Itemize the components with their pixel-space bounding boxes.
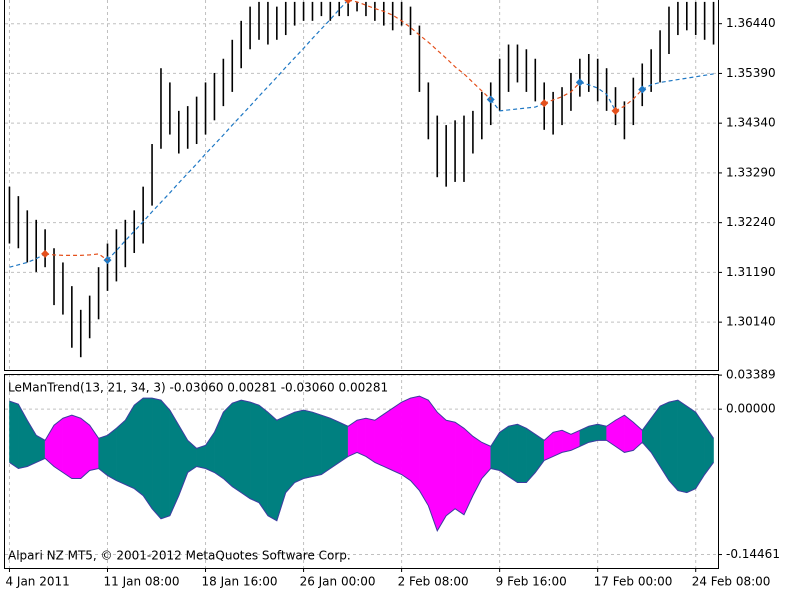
- signal-line: [641, 73, 714, 91]
- band-segment: [677, 399, 688, 493]
- band-segment: [223, 402, 233, 488]
- y-tick-label: 0.03389: [726, 368, 776, 382]
- band-segment: [107, 427, 117, 481]
- band-segment: [312, 411, 322, 477]
- x-tick-label: 24 Feb 08:00: [692, 575, 771, 589]
- y-tick-label: 1.34340: [726, 116, 776, 130]
- band-segment: [383, 407, 393, 471]
- band-segment: [249, 401, 260, 504]
- band-segment: [294, 409, 304, 483]
- band-segment: [80, 417, 90, 480]
- band-segment: [303, 409, 313, 479]
- band-segment: [356, 417, 367, 457]
- x-tick-label: 9 Feb 16:00: [496, 575, 567, 589]
- indicator-title: LeManTrend(13, 21, 34, 3) -0.03060 0.002…: [8, 381, 388, 395]
- band-segment: [437, 411, 447, 532]
- band-segment: [499, 425, 509, 477]
- y-tick-label: 1.36440: [726, 16, 776, 30]
- band-segment: [267, 411, 278, 522]
- signal-line: [579, 81, 617, 112]
- band-segment: [160, 399, 171, 520]
- x-tick-label: 26 Jan 00:00: [300, 575, 376, 589]
- signal-dot: [611, 106, 620, 115]
- band-segment: [62, 414, 73, 480]
- x-tick-label: 17 Feb 00:00: [594, 575, 673, 589]
- signal-line: [45, 253, 108, 261]
- signal-line: [107, 0, 349, 261]
- signal-line: [9, 253, 46, 268]
- signal-line: [615, 89, 643, 112]
- indicator-panel-frame: [4, 374, 719, 569]
- signal-line: [348, 0, 492, 100]
- band-lower-line: [9, 439, 714, 532]
- band-segment: [410, 395, 420, 492]
- band-segment: [116, 419, 126, 485]
- signal-line: [490, 99, 545, 112]
- band-segment: [419, 395, 429, 507]
- y-tick-label: 1.33290: [726, 165, 776, 179]
- band-segment: [53, 417, 64, 473]
- signal-dot: [540, 99, 549, 108]
- x-tick-label: 4 Jan 2011: [5, 575, 69, 589]
- band-segment: [330, 417, 340, 469]
- band-segment: [232, 399, 242, 494]
- band-segment: [445, 419, 456, 517]
- band-segment: [338, 421, 349, 463]
- band-upper-line: [9, 395, 714, 449]
- band-segment: [258, 404, 269, 517]
- band-segment: [196, 445, 206, 469]
- band-segment: [374, 413, 385, 467]
- band-segment: [454, 421, 465, 516]
- band-segment: [142, 397, 153, 510]
- band-segment: [365, 417, 376, 463]
- x-tick-label: 2 Feb 08:00: [398, 575, 469, 589]
- band-segment: [517, 423, 527, 483]
- band-segment: [240, 399, 251, 500]
- band-segment: [668, 399, 679, 492]
- band-segment: [392, 401, 402, 475]
- x-tick-label: 11 Jan 08:00: [103, 575, 179, 589]
- band-segment: [151, 397, 162, 520]
- y-tick-label: 1.30140: [726, 315, 776, 329]
- x-tick-label: 18 Jan 16:00: [202, 575, 278, 589]
- band-segment: [401, 397, 411, 482]
- band-segment: [686, 405, 696, 493]
- band-segment: [597, 423, 607, 441]
- y-tick-label: -0.14461: [726, 547, 780, 561]
- band-segment: [321, 414, 331, 475]
- band-segment: [71, 414, 82, 479]
- copyright: Alpari NZ MT5, © 2001-2012 MetaQuotes So…: [8, 549, 351, 563]
- plot-area: [5, 0, 718, 568]
- y-tick-label: 1.35390: [726, 66, 776, 80]
- price-panel-frame: [4, 0, 719, 371]
- signal-dot: [41, 249, 50, 258]
- y-tick-label: 1.31190: [726, 265, 776, 279]
- y-tick-label: 1.32240: [726, 215, 776, 229]
- band-segment: [133, 397, 144, 497]
- band-segment: [9, 400, 19, 469]
- band-segment: [508, 423, 518, 484]
- band-segment: [588, 423, 598, 443]
- signal-dot: [344, 0, 353, 4]
- y-tick-label: 0.00000: [726, 402, 776, 416]
- band-segment: [285, 411, 295, 494]
